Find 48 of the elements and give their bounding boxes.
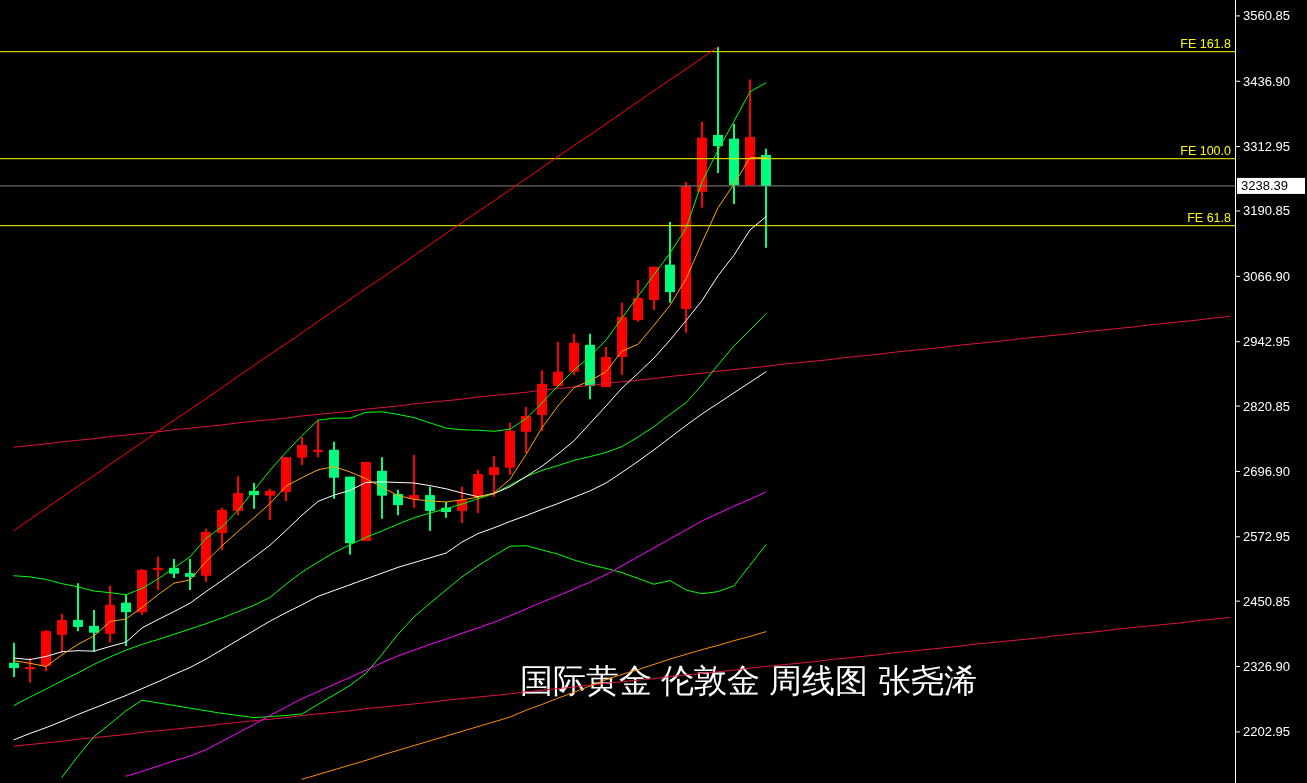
- line-series: [61, 544, 767, 778]
- candlestick: [313, 418, 323, 459]
- candlestick: [233, 475, 243, 517]
- candlestick: [57, 612, 67, 654]
- y-tick-label: 3190.85: [1243, 203, 1290, 219]
- y-tick-label: 3312.95: [1243, 139, 1290, 155]
- candlestick: [553, 340, 563, 389]
- candlestick: [713, 45, 723, 174]
- candlestick: [489, 455, 499, 498]
- y-tick-label: 3436.90: [1243, 73, 1290, 89]
- line-series: [13, 313, 767, 706]
- ref-line-label: 3238.39: [1241, 178, 1288, 194]
- candlestick: [73, 582, 83, 633]
- line-series: [13, 82, 767, 596]
- candlestick: [393, 488, 403, 517]
- candlestick: [121, 593, 131, 647]
- y-tick-label: 2572.95: [1243, 529, 1290, 545]
- candlestick: [425, 485, 435, 532]
- candlestick: [265, 487, 275, 521]
- candlestick: [217, 506, 227, 551]
- candlestick: [297, 436, 307, 467]
- candlestick: [153, 555, 163, 592]
- line-series: [301, 631, 767, 780]
- ref-line-label: FE 61.8: [1187, 210, 1232, 225]
- candlestick: [25, 657, 35, 684]
- candlestick: [473, 468, 483, 515]
- line-series: [13, 46, 719, 531]
- line-series: [13, 616, 1231, 747]
- candlestick: [89, 609, 99, 653]
- y-tick-label: 2202.95: [1243, 724, 1290, 740]
- y-tick-label: 2820.85: [1243, 398, 1290, 414]
- y-tick-label: 2326.90: [1243, 659, 1290, 675]
- ref-line-label: FE 161.8: [1180, 36, 1232, 51]
- line-series: [13, 315, 1231, 448]
- y-tick-label: 2450.85: [1243, 593, 1290, 609]
- y-tick-label: 2696.90: [1243, 463, 1290, 479]
- line-series: [125, 491, 767, 777]
- y-tick-label: 2942.95: [1243, 334, 1290, 350]
- y-tick-label: 3066.90: [1243, 268, 1290, 284]
- y-tick-label: 3560.85: [1243, 8, 1290, 24]
- line-series: [13, 371, 767, 741]
- candlestick: [409, 454, 419, 509]
- candlestick: [633, 278, 643, 323]
- candlestick: [169, 557, 179, 579]
- candlestick: [521, 406, 531, 454]
- candlestick: [185, 557, 195, 592]
- candlestick: [9, 641, 19, 679]
- ref-line-label: FE 100.0: [1180, 143, 1232, 158]
